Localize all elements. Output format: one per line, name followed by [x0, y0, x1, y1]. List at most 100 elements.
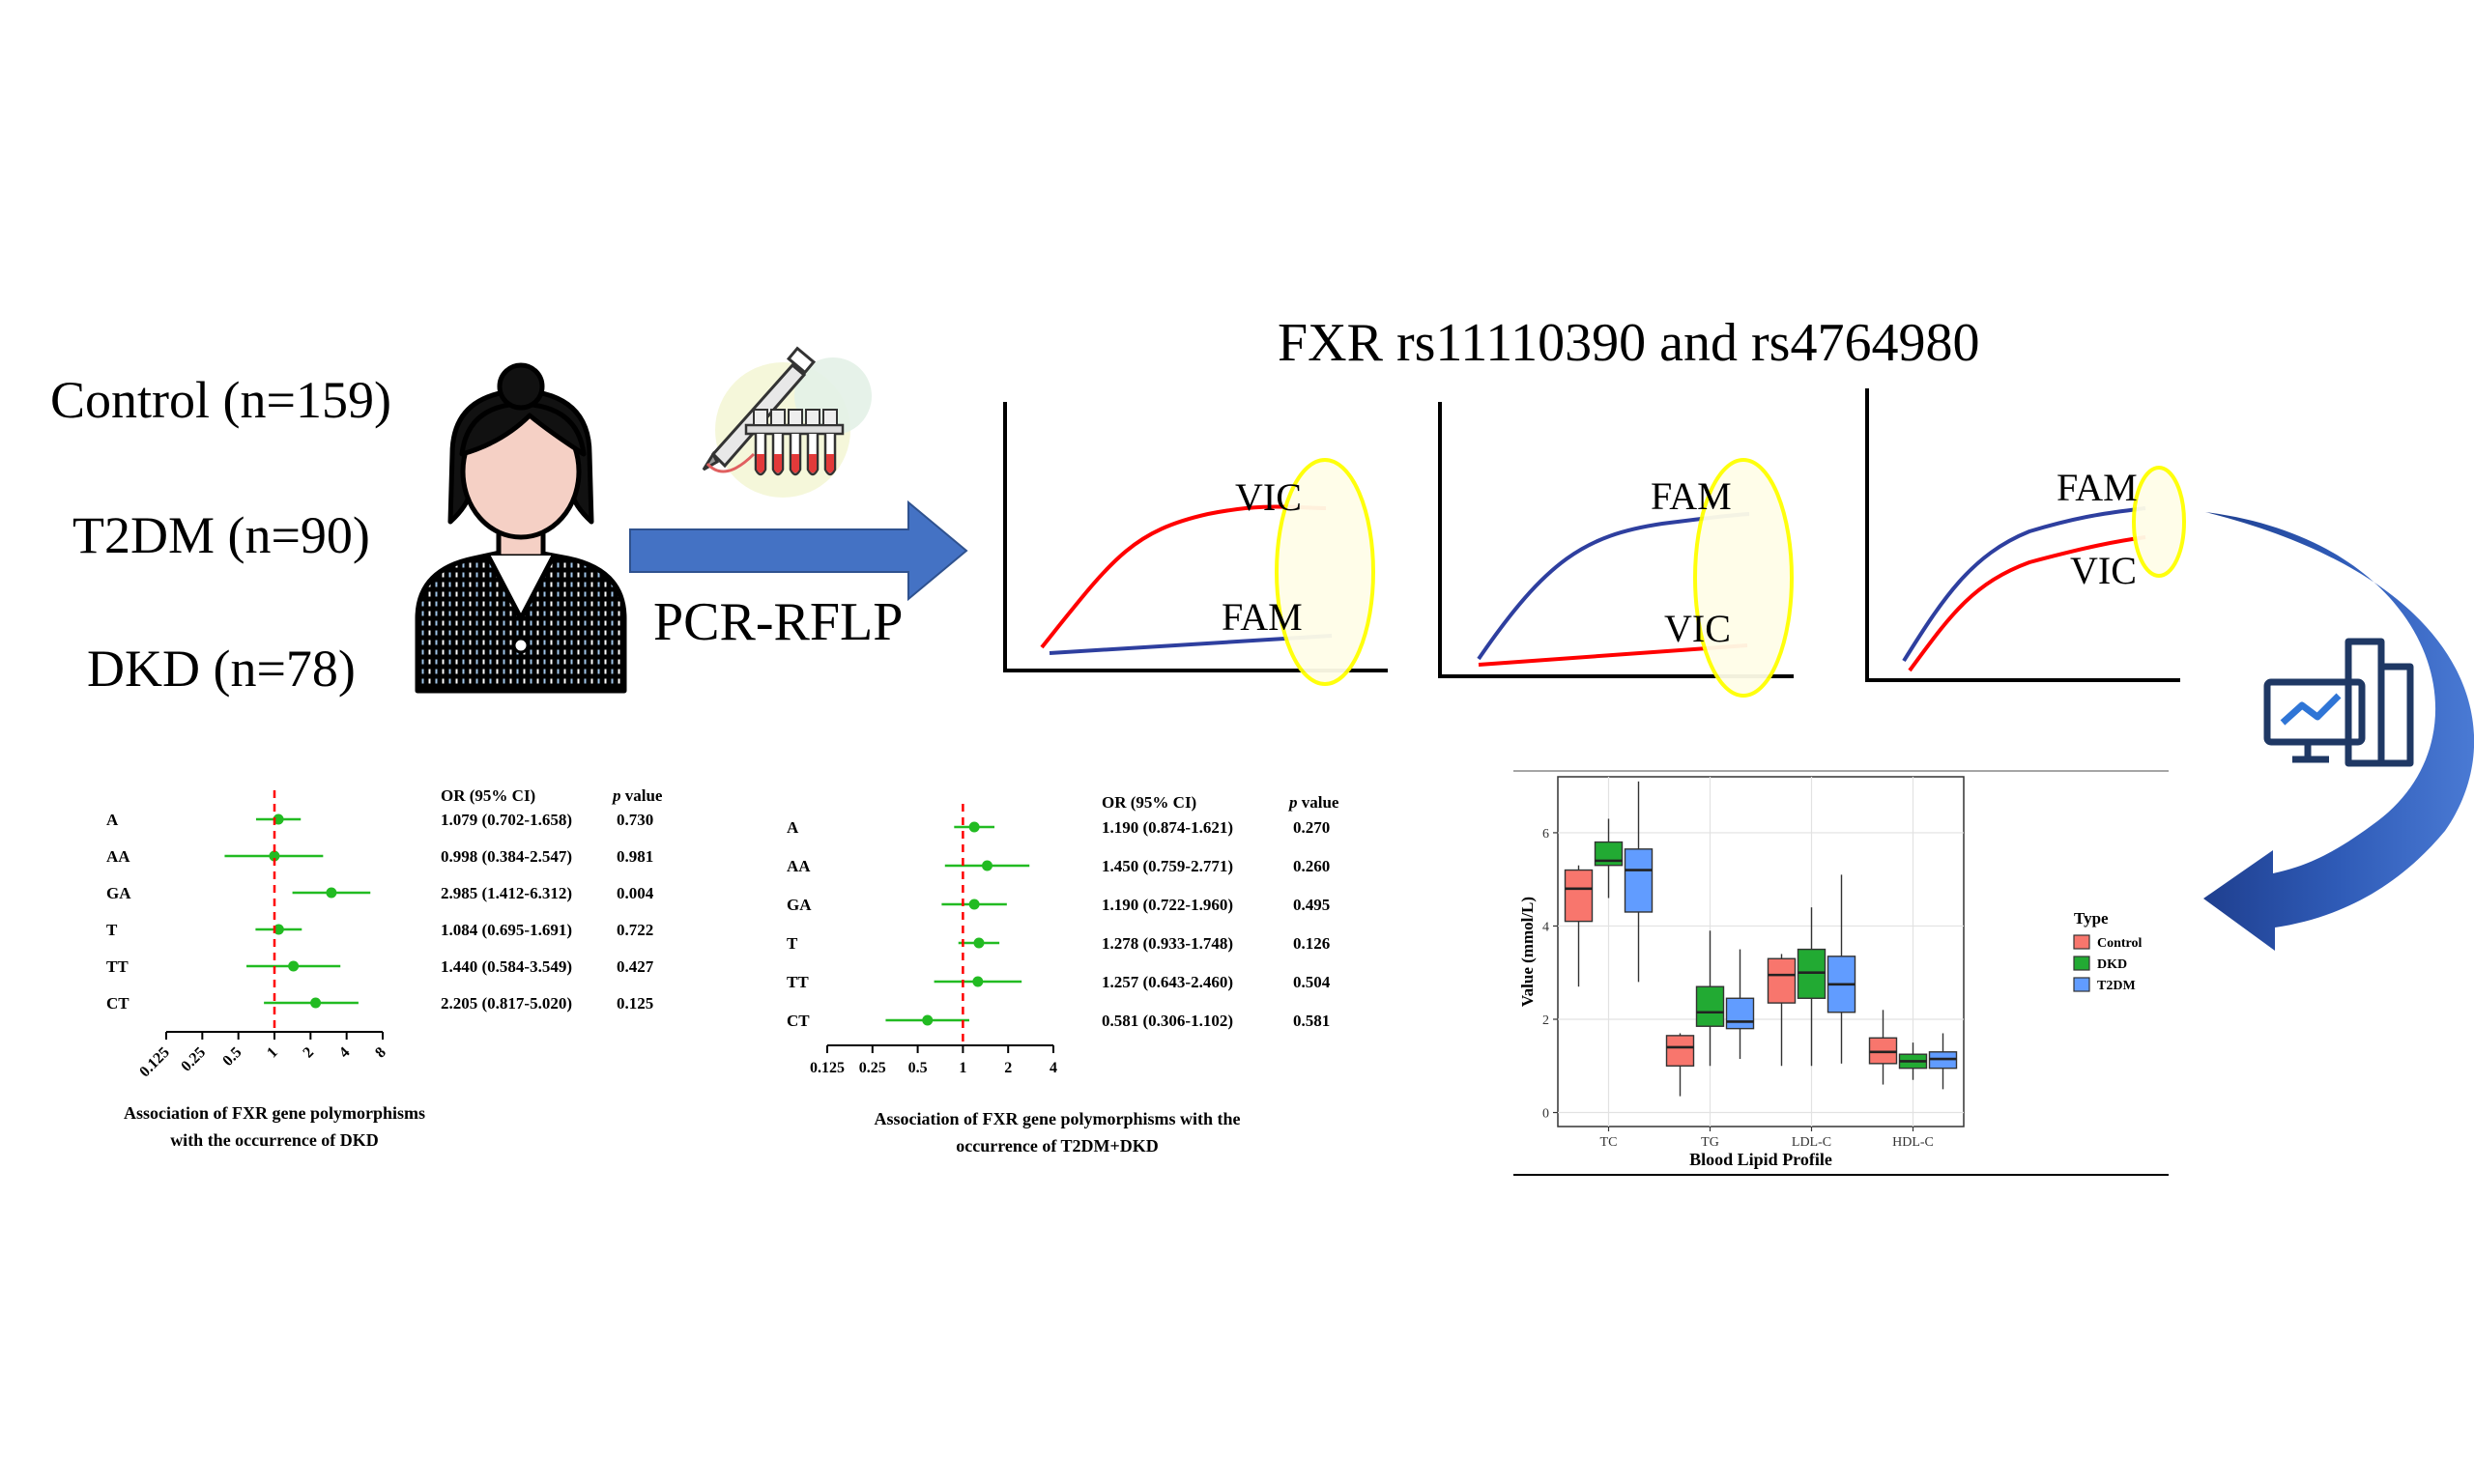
forest-p-value: 0.260 — [1293, 857, 1330, 875]
forest-tick-label: 0.125 — [810, 1060, 845, 1076]
blood-lipid-boxplot: 0 2 4 6 TC TG LDL-C HDL-C Value (mmol/L) Blood… — [1513, 770, 2169, 1176]
forest-p-value: 0.125 — [617, 994, 653, 1013]
boxplot-ylabel: Value (mmol/L) — [1518, 897, 1537, 1007]
forest-row-label: A — [106, 811, 119, 829]
x-tick-label: TG — [1701, 1135, 1719, 1150]
forest-point — [326, 887, 337, 899]
forest2-header-or: OR (95% CI) — [1102, 793, 1196, 812]
y-tick-label: 4 — [1542, 920, 1549, 934]
legend-label-control: Control — [2097, 936, 2143, 951]
box-dkd — [1695, 985, 1725, 1027]
boxplot-panel — [1557, 776, 1965, 1127]
forest-row-label: T — [787, 934, 798, 953]
panel2-top-label: FAM — [1651, 474, 1732, 518]
forest-or-value: 1.190 (0.874-1.621) — [1102, 818, 1233, 837]
forest-or-value: 1.084 (0.695-1.691) — [441, 921, 572, 939]
forest-tick-label: 0.5 — [219, 1044, 245, 1070]
forest2-caption-line1: Association of FXR gene polymorphisms wi… — [874, 1109, 1240, 1128]
boxplot-legend-title: Type — [2074, 909, 2109, 928]
forest-or-value: 1.079 (0.702-1.658) — [441, 811, 572, 829]
box-control — [1564, 869, 1594, 923]
group-label-dkd: DKD (n=78) — [87, 640, 356, 698]
forest-p-value: 0.981 — [617, 847, 653, 866]
legend-swatch-dkd — [2073, 956, 2090, 971]
process-arrow — [629, 499, 968, 602]
forest-row-label: TT — [787, 973, 809, 991]
forest-tick-label: 0.5 — [908, 1060, 928, 1076]
pipette-tubes-icon — [702, 346, 872, 498]
forest-p-value: 0.270 — [1293, 818, 1330, 837]
forest-p-value: 0.427 — [617, 957, 654, 976]
method-label: PCR-RFLP — [653, 592, 903, 652]
forest-tick-label: 0.25 — [859, 1060, 886, 1076]
forest-tick-label: 0.125 — [136, 1044, 172, 1080]
snp-title: FXR rs11110390 and rs4764980 — [1278, 313, 1979, 373]
panel3-bottom-label: VIC — [2070, 549, 2137, 592]
forest-or-value: 2.205 (0.817-5.020) — [441, 994, 572, 1013]
forest-tick-label: 4 — [336, 1044, 354, 1062]
forest-p-value: 0.730 — [617, 811, 653, 829]
forest-point — [973, 937, 985, 949]
forest-row-label: T — [106, 921, 118, 939]
patient-icon — [415, 362, 627, 694]
forest-point — [269, 850, 280, 862]
forest-point — [981, 860, 992, 871]
panel3-top-label: FAM — [2057, 466, 2138, 509]
forest-p-value: 0.581 — [1293, 1012, 1330, 1030]
forest-row-label: CT — [787, 1012, 810, 1030]
forest-or-value: 0.581 (0.306-1.102) — [1102, 1012, 1233, 1030]
boxplot-legend: Control DKD T2DM — [2073, 934, 2143, 993]
group-label-t2dm: T2DM (n=90) — [72, 506, 370, 564]
forest-tick-label: 1 — [959, 1060, 966, 1076]
panel1-top-label: VIC — [1235, 475, 1302, 519]
y-tick-label: 6 — [1542, 827, 1549, 842]
forest-tick-label: 4 — [1050, 1060, 1057, 1076]
forest-or-value: 0.998 (0.384-2.547) — [441, 847, 572, 866]
curved-arrow-icon — [2203, 512, 2474, 951]
forest1-header-or: OR (95% CI) — [441, 786, 535, 805]
forest-row-label: A — [787, 818, 799, 837]
forest-row-label: GA — [787, 896, 812, 914]
legend-swatch-control — [2073, 934, 2090, 950]
forest-tick-label: 1 — [264, 1044, 281, 1062]
forest-point — [288, 960, 300, 972]
forest-point — [968, 821, 980, 833]
forest-row-label: TT — [106, 957, 129, 976]
forest1-caption-line2: with the occurrence of DKD — [170, 1130, 379, 1150]
forest-or-value: 1.440 (0.584-3.549) — [441, 957, 572, 976]
x-tick-label: HDL-C — [1892, 1135, 1934, 1150]
forest1-caption-line1: Association of FXR gene polymorphisms — [124, 1103, 425, 1123]
forest-point — [922, 1014, 934, 1026]
x-tick-label: LDL-C — [1792, 1135, 1831, 1150]
box-control — [1767, 957, 1797, 1004]
forest-plot-t2dm-dkd: OR (95% CI) p value A 1.190 (0.874-1.621)… — [787, 793, 1339, 1156]
panel1-bottom-label: FAM — [1222, 595, 1303, 639]
forest-point — [968, 899, 980, 910]
group-label-control: Control (n=159) — [50, 371, 391, 429]
forest-p-value: 0.126 — [1293, 934, 1330, 953]
forest2-header-p: p value — [1287, 793, 1339, 812]
forest-or-value: 1.257 (0.643-2.460) — [1102, 973, 1233, 991]
forest-or-value: 1.278 (0.933-1.748) — [1102, 934, 1233, 953]
amplification-panel-1: VIC FAM — [1003, 402, 1388, 686]
forest-row-label: CT — [106, 994, 129, 1013]
amplification-panel-3: FAM VIC — [1865, 388, 2186, 682]
forest-tick-label: 2 — [300, 1044, 317, 1062]
forest-p-value: 0.004 — [617, 884, 654, 902]
forest-tick-label: 2 — [1004, 1060, 1012, 1076]
forest1-header-p: p value — [611, 786, 663, 805]
panel2-bottom-label: VIC — [1664, 607, 1731, 650]
legend-label-t2dm: T2DM — [2097, 979, 2136, 993]
forest-point — [273, 813, 284, 825]
box-t2dm — [1725, 997, 1755, 1030]
forest-row-label: AA — [106, 847, 130, 866]
boxplot-xlabel: Blood Lipid Profile — [1689, 1150, 1832, 1169]
forest-or-value: 1.190 (0.722-1.960) — [1102, 896, 1233, 914]
forest-point — [972, 976, 984, 987]
y-tick-label: 0 — [1542, 1107, 1549, 1122]
analytics-monitor-icon — [2263, 638, 2414, 767]
legend-swatch-t2dm — [2073, 977, 2090, 992]
forest-p-value: 0.495 — [1293, 896, 1330, 914]
forest-row-label: AA — [787, 857, 811, 875]
